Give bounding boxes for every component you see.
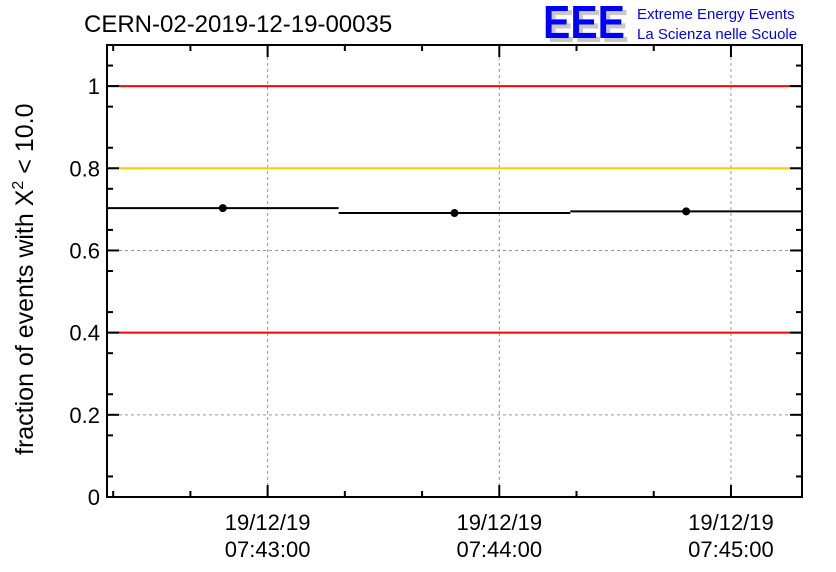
data-series [107,204,802,218]
grid [107,45,802,497]
y-tick-label: 0 [88,485,100,510]
chart-title: CERN-02-2019-12-19-00035 [84,11,392,38]
y-tick-label: 0.8 [69,156,100,181]
tick-labels: 00.20.40.60.8119/12/1907:43:0019/12/1907… [69,74,773,562]
x-tick-time: 07:43:00 [225,537,311,562]
data-point [450,209,459,218]
y-tick-label: 0.4 [69,321,100,346]
data-point [682,207,691,216]
plot-frame [106,44,803,498]
logo-line1: Extreme Energy Events [637,6,795,23]
eee-logo: EEE Extreme Energy Events La Scienza nel… [543,0,797,48]
x-tick-date: 19/12/19 [225,510,311,535]
logo-mark: EEE [543,0,625,48]
logo-line2: La Scienza nelle Scuole [637,26,797,43]
y-tick-label: 0.2 [69,403,100,428]
x-tick-time: 07:45:00 [688,537,774,562]
y-tick-label: 0.6 [69,238,100,263]
x-tick-date: 19/12/19 [688,510,774,535]
x-tick-time: 07:44:00 [456,537,542,562]
axis-ticks [107,45,802,498]
x-tick-date: 19/12/19 [456,510,542,535]
y-axis-label: fraction of events with X2 < 10.0 [10,104,39,455]
data-point [218,204,227,213]
y-tick-label: 1 [88,74,100,99]
reference-lines [107,85,802,334]
